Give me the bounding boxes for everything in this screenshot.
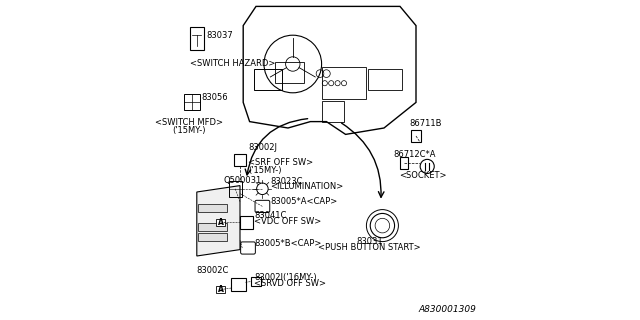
- Text: 83005*B<CAP>: 83005*B<CAP>: [254, 239, 322, 248]
- Text: <SRVD OFF SW>: <SRVD OFF SW>: [254, 279, 326, 288]
- Text: 83037: 83037: [206, 31, 233, 40]
- Text: 83056: 83056: [202, 93, 228, 102]
- Text: <VDC OFF SW>: <VDC OFF SW>: [254, 217, 322, 226]
- FancyBboxPatch shape: [216, 219, 225, 226]
- Text: 83031: 83031: [356, 237, 383, 246]
- Text: <SWITCH HAZARD>: <SWITCH HAZARD>: [191, 59, 276, 68]
- Text: ('15MY-): ('15MY-): [248, 166, 282, 175]
- Polygon shape: [197, 186, 240, 256]
- Text: <ILLUMINATION>: <ILLUMINATION>: [270, 182, 344, 191]
- Text: <PUSH BUTTON START>: <PUSH BUTTON START>: [318, 243, 421, 252]
- Text: <SRF OFF SW>: <SRF OFF SW>: [248, 158, 313, 167]
- Text: 83002I('16MY-): 83002I('16MY-): [254, 273, 317, 282]
- Text: A: A: [218, 285, 224, 294]
- Text: 83023C: 83023C: [270, 177, 303, 186]
- Text: ('15MY-): ('15MY-): [172, 126, 205, 135]
- FancyBboxPatch shape: [198, 204, 227, 212]
- Text: A830001309: A830001309: [419, 305, 477, 314]
- Text: Q500031: Q500031: [224, 176, 262, 185]
- Text: A: A: [218, 218, 224, 227]
- Text: <SOCKET>: <SOCKET>: [399, 171, 446, 180]
- FancyBboxPatch shape: [198, 233, 227, 241]
- Text: 86712C*A: 86712C*A: [394, 150, 436, 159]
- Text: <SWITCH MFD>: <SWITCH MFD>: [155, 118, 223, 127]
- Text: 83041C: 83041C: [254, 211, 287, 220]
- FancyBboxPatch shape: [198, 223, 227, 231]
- Text: 86711B: 86711B: [410, 119, 442, 128]
- Text: 83002J: 83002J: [248, 143, 277, 152]
- Text: 83005*A<CAP>: 83005*A<CAP>: [270, 197, 338, 206]
- Text: 83002C: 83002C: [197, 266, 229, 275]
- FancyBboxPatch shape: [216, 286, 225, 293]
